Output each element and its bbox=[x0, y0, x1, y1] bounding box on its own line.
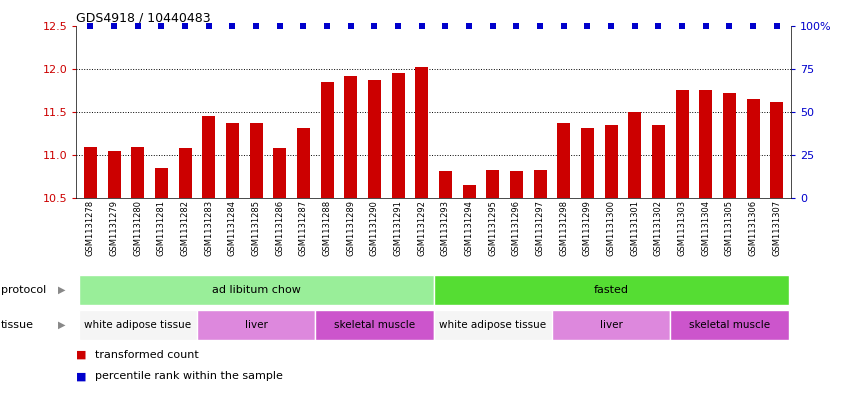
Text: protocol: protocol bbox=[1, 285, 46, 295]
Bar bbox=[581, 128, 594, 198]
Text: liver: liver bbox=[600, 320, 623, 330]
Bar bbox=[368, 80, 381, 198]
Bar bbox=[534, 170, 547, 198]
Bar bbox=[226, 123, 239, 198]
Bar bbox=[652, 125, 665, 198]
Bar bbox=[552, 310, 670, 340]
Bar bbox=[433, 310, 552, 340]
Bar bbox=[629, 112, 641, 198]
Text: white adipose tissue: white adipose tissue bbox=[439, 320, 547, 330]
Text: skeletal muscle: skeletal muscle bbox=[689, 320, 770, 330]
Text: ▶: ▶ bbox=[58, 320, 65, 330]
Text: white adipose tissue: white adipose tissue bbox=[84, 320, 191, 330]
Bar bbox=[316, 310, 433, 340]
Bar bbox=[670, 310, 788, 340]
Bar bbox=[433, 275, 788, 305]
Bar bbox=[344, 76, 357, 198]
Bar bbox=[392, 73, 404, 198]
Bar bbox=[510, 171, 523, 198]
Text: percentile rank within the sample: percentile rank within the sample bbox=[95, 371, 283, 381]
Text: skeletal muscle: skeletal muscle bbox=[334, 320, 415, 330]
Text: transformed count: transformed count bbox=[95, 350, 199, 360]
Bar bbox=[771, 102, 783, 198]
Bar bbox=[439, 171, 452, 198]
Bar bbox=[700, 90, 712, 198]
Bar bbox=[676, 90, 689, 198]
Bar bbox=[250, 123, 262, 198]
Bar bbox=[179, 148, 191, 198]
Bar bbox=[605, 125, 618, 198]
Bar bbox=[197, 310, 316, 340]
Text: tissue: tissue bbox=[1, 320, 34, 330]
Bar bbox=[723, 93, 736, 198]
Bar bbox=[84, 147, 96, 198]
Text: ■: ■ bbox=[76, 371, 86, 381]
Bar bbox=[415, 67, 428, 198]
Bar bbox=[747, 99, 760, 198]
Text: ad libitum chow: ad libitum chow bbox=[212, 285, 300, 295]
Text: ▶: ▶ bbox=[58, 285, 65, 295]
Text: liver: liver bbox=[244, 320, 267, 330]
Bar bbox=[321, 82, 333, 198]
Bar bbox=[79, 275, 433, 305]
Bar bbox=[131, 147, 144, 198]
Bar bbox=[79, 310, 197, 340]
Bar bbox=[155, 168, 168, 198]
Text: fasted: fasted bbox=[594, 285, 629, 295]
Bar bbox=[273, 148, 286, 198]
Bar bbox=[558, 123, 570, 198]
Bar bbox=[107, 151, 120, 198]
Bar bbox=[297, 128, 310, 198]
Text: ■: ■ bbox=[76, 350, 86, 360]
Bar bbox=[486, 170, 499, 198]
Bar bbox=[463, 185, 475, 198]
Text: GDS4918 / 10440483: GDS4918 / 10440483 bbox=[76, 11, 211, 24]
Bar bbox=[202, 116, 215, 198]
